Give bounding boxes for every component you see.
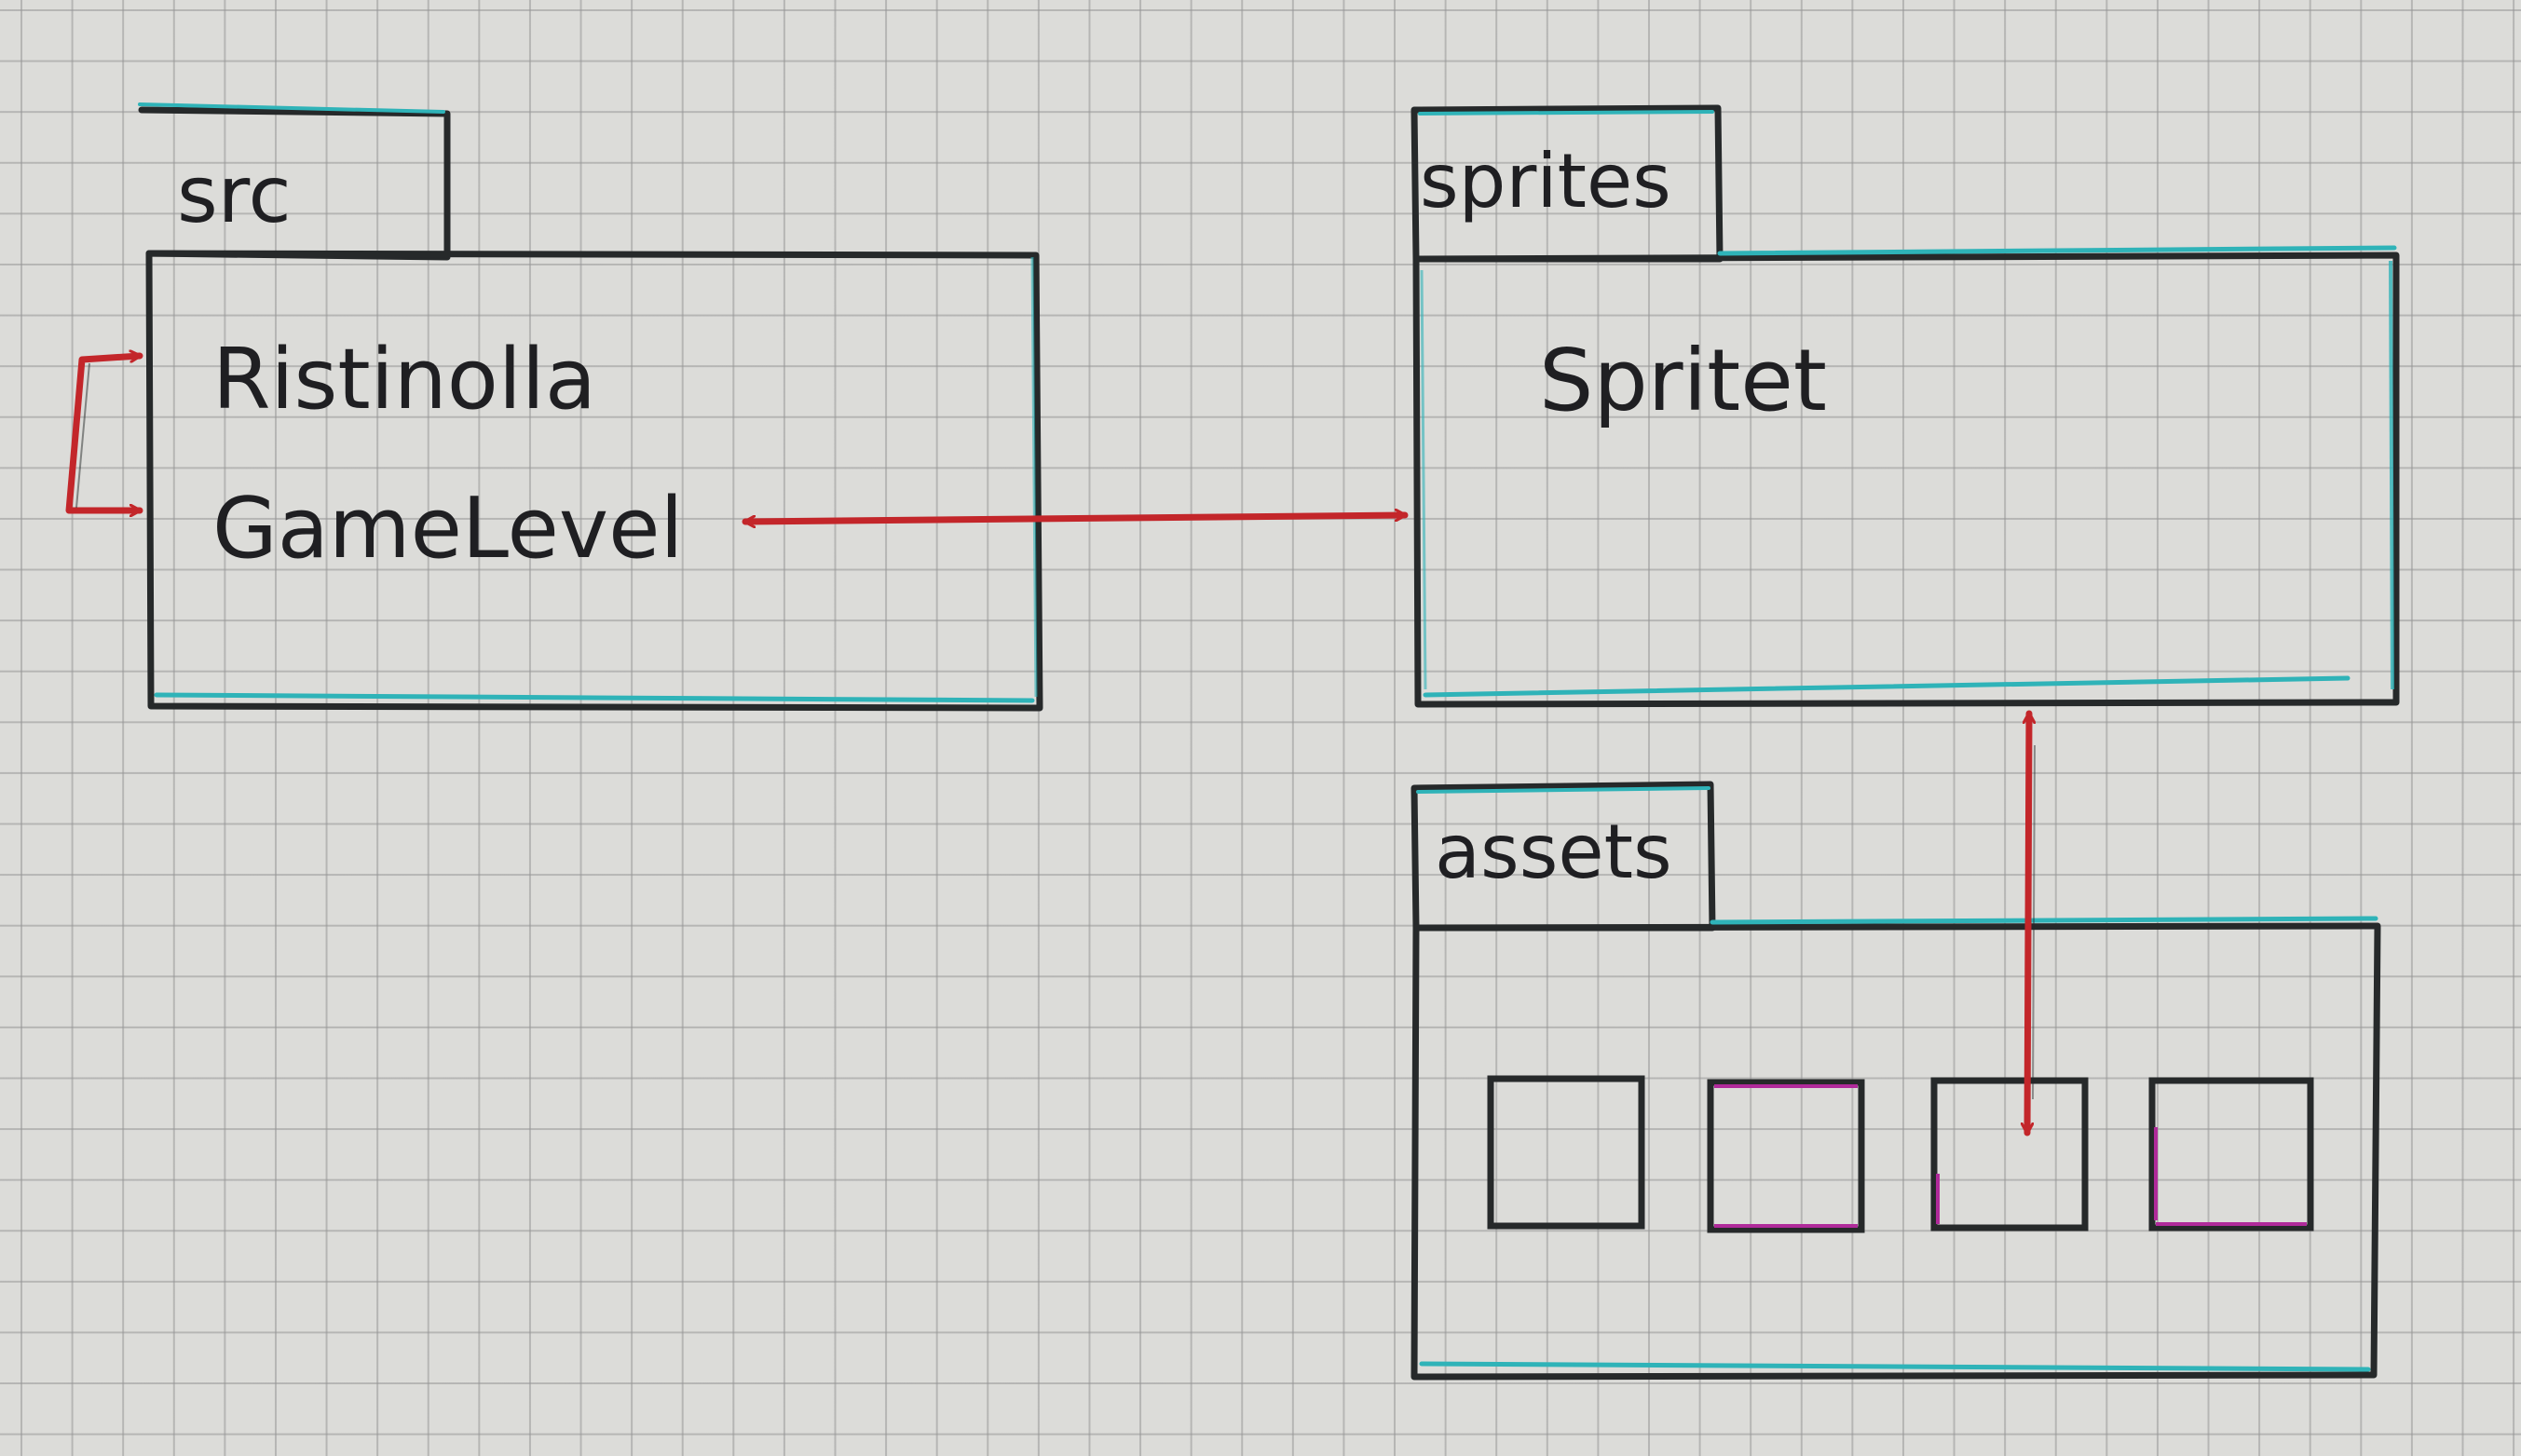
class-ristinolla: Ristinolla (212, 331, 596, 429)
package-src-body-accent (154, 692, 1035, 703)
package-assets-bottom-accent (1419, 1361, 2371, 1372)
class-gamelevel: GameLevel (212, 480, 684, 578)
dependency-arrow-gamelevel-sprites (742, 515, 1409, 522)
asset-box-3 (1930, 1077, 2089, 1231)
package-sprites-side-accent (2389, 260, 2394, 690)
package-sprites: sprites Spritet (1410, 104, 2400, 708)
package-sprites-tab-label: sprites (1420, 138, 1671, 225)
package-assets-body (1410, 922, 2381, 1381)
package-sprites-top-accent (1717, 245, 2397, 256)
package-src-side-accent (1030, 256, 1038, 698)
package-src-body (145, 250, 1043, 712)
package-src: src Ristinolla GameLevel (65, 102, 1043, 712)
package-assets-top-accent (1710, 916, 2378, 925)
dependency-arrow-sprites-assets (2027, 710, 2029, 1136)
package-src-tab-accent (138, 102, 445, 114)
package-sprites-body (1412, 252, 2400, 708)
package-sprites-tab-accent (1418, 110, 1714, 116)
asset-box-2 (1707, 1079, 1865, 1233)
package-assets: assets (1410, 781, 2381, 1381)
dependency-arrow-ristinolla-gamelevel (65, 356, 143, 510)
asset-box-1 (1487, 1075, 1645, 1230)
class-spritet: Spritet (1539, 331, 1827, 430)
arrow-shadow-stroke (2032, 744, 2036, 1100)
package-assets-tab-accent (1416, 786, 1710, 794)
package-assets-tab-label: assets (1435, 809, 1672, 895)
bracket-shadow-stroke (75, 362, 90, 509)
package-src-tab-label: src (177, 149, 292, 240)
asset-box-4 (2148, 1077, 2314, 1231)
package-sprites-left-accent (1420, 269, 1427, 690)
package-sprites-bottom-accent (1423, 675, 2351, 698)
